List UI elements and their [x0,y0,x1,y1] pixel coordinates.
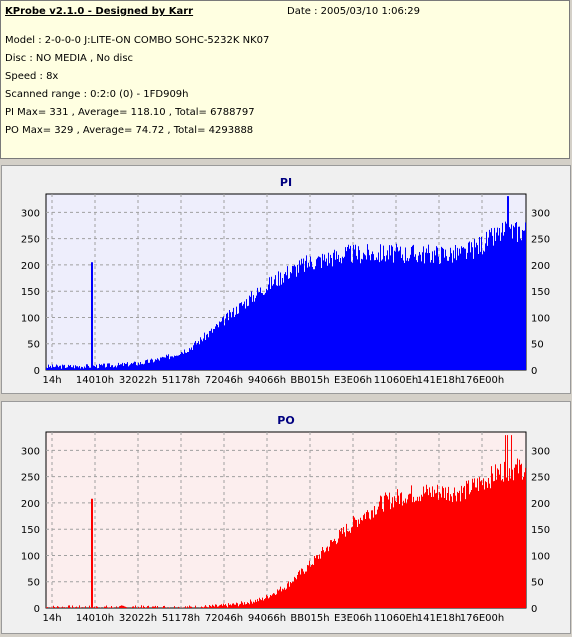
y-tick-label-right: 0 [531,604,537,615]
y-tick-label-left: 200 [21,261,40,272]
pi-summary-line: PI Max= 331 , Average= 118.10 , Total= 6… [5,107,255,118]
po-summary-line: PO Max= 329 , Average= 74.72 , Total= 42… [5,125,254,136]
y-tick-label-right: 100 [531,551,550,562]
y-tick-label-right: 250 [531,473,550,484]
y-tick-label-right: 50 [531,578,544,589]
x-tick-label: 14010h [76,375,114,386]
speed-line: Speed : 8x [5,71,59,82]
y-tick-label-right: 150 [531,287,550,298]
chart-title: PO [277,414,294,427]
x-tick-label: 11060Eh [374,375,418,386]
y-tick-label-left: 0 [34,366,40,377]
y-tick-label-left: 150 [21,525,40,536]
app-title: KProbe v2.1.0 - Designed by Karr [5,6,194,17]
y-tick-label-left: 300 [21,208,40,219]
y-tick-label-left: 200 [21,499,40,510]
x-tick-label: 14h [42,375,61,386]
y-tick-label-right: 250 [531,235,550,246]
y-tick-label-right: 300 [531,446,550,457]
y-tick-label-right: 50 [531,340,544,351]
y-tick-label-left: 250 [21,235,40,246]
x-tick-label: 14h [42,613,61,624]
x-tick-label: 72046h [205,613,243,624]
x-tick-label: 72046h [205,375,243,386]
scanned-range-line: Scanned range : 0:2:0 (0) - 1FD909h [5,89,189,100]
po-chart: PO 0 0 50 50 100 100 150 150 200 200 250 250 300 300 14… [21,414,550,624]
x-tick-label: 94066h [248,613,286,624]
info-panel: KProbe v2.1.0 - Designed by Karr Date : … [0,0,570,159]
x-tick-label: 51178h [162,375,200,386]
y-tick-label-left: 0 [34,604,40,615]
x-tick-label: 141E18h [417,613,461,624]
x-tick-label: 141E18h [417,375,461,386]
series-bars [46,435,526,608]
x-tick-label: 11060Eh [374,613,418,624]
disc-line: Disc : NO MEDIA , No disc [5,53,134,64]
x-tick-label: 176E00h [460,375,504,386]
y-tick-label-right: 100 [531,313,550,324]
x-tick-label: 51178h [162,613,200,624]
model-line: Model : 2-0-0-0 J:LITE-ON COMBO SOHC-523… [5,35,270,46]
scan-date: Date : 2005/03/10 1:06:29 [287,6,420,17]
x-tick-label: E3E06h [334,375,372,386]
x-tick-label: E3E06h [334,613,372,624]
y-tick-label-right: 150 [531,525,550,536]
y-tick-label-right: 200 [531,261,550,272]
pi-chart-panel: PI 0 0 50 50 100 100 150 150 200 200 250 250 300 300 14… [1,165,571,394]
y-tick-label-right: 200 [531,499,550,510]
x-tick-label: BB015h [290,613,329,624]
y-tick-label-right: 0 [531,366,537,377]
y-tick-label-left: 50 [27,340,40,351]
y-tick-label-left: 100 [21,313,40,324]
y-tick-label-left: 100 [21,551,40,562]
x-tick-label: 14010h [76,613,114,624]
series-bars [46,196,526,370]
pi-chart: PI 0 0 50 50 100 100 150 150 200 200 250 250 300 300 14… [21,176,550,386]
x-tick-label: 32022h [119,375,157,386]
y-tick-label-right: 300 [531,208,550,219]
x-tick-label: BB015h [290,375,329,386]
po-chart-panel: PO 0 0 50 50 100 100 150 150 200 200 250 250 300 300 14… [1,401,571,634]
x-tick-label: 32022h [119,613,157,624]
x-tick-label: 176E00h [460,613,504,624]
y-tick-label-left: 300 [21,446,40,457]
chart-title: PI [280,176,292,189]
y-tick-label-left: 50 [27,578,40,589]
y-tick-label-left: 150 [21,287,40,298]
x-tick-label: 94066h [248,375,286,386]
y-tick-label-left: 250 [21,473,40,484]
